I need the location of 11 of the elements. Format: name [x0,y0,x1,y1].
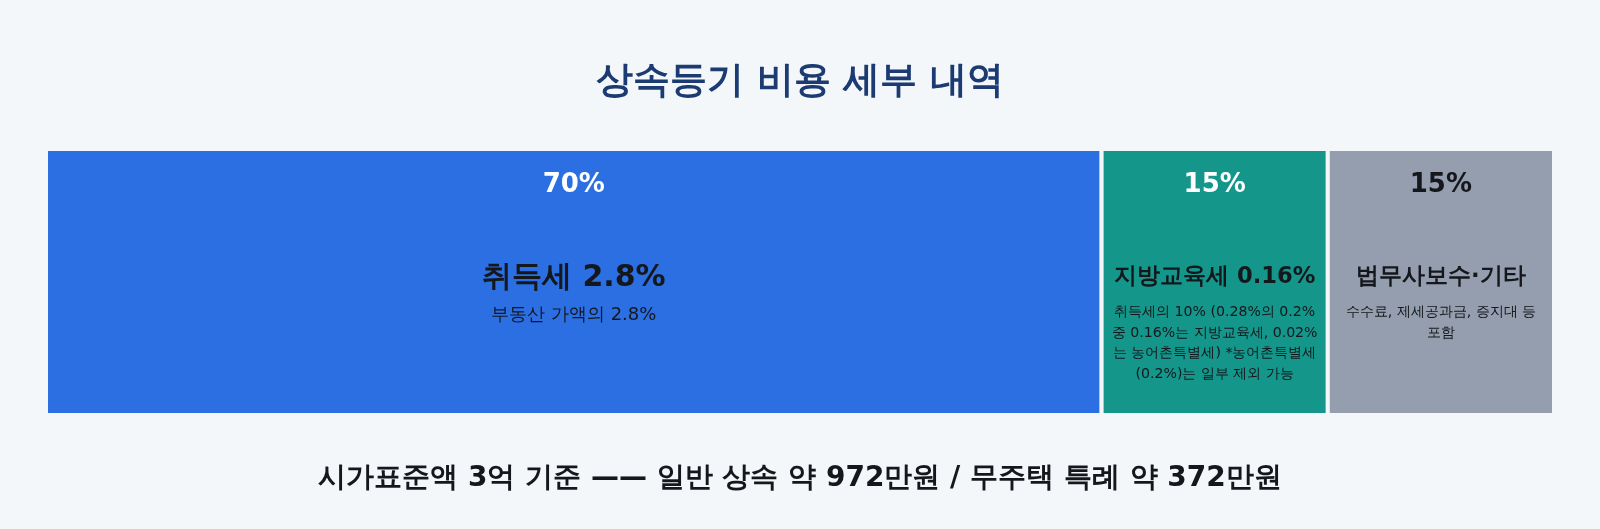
series-label: 취득세 2.8% [481,257,666,293]
series-label: 법무사보수·기타 [1356,262,1526,288]
annotation: 부동산 가액의 2.8% [490,302,658,326]
chart-title: 상속등기 비용 세부 내역 [594,57,1006,103]
annotation: 취득세의 10% (0.28%의 0.2% 중 0.16%는 지방교육세, 0.02%는 농어촌특별세) *농어촌특별세(0.2%)는 일부 제외 가능 [1110,302,1319,383]
text: 시가표준액 3억 기준 —— 일반 상속 약 972만원 / 무주택 특례 약 372만원 [317,459,1283,495]
data-label: 70% [542,167,605,198]
series-label: 지방교육세 0.16% [1114,262,1316,288]
data-label: 15% [1183,167,1246,198]
data-label: 15% [1409,167,1473,198]
annotation: 수수료, 제세공과금, 증지대 등 포함 [1344,302,1538,342]
